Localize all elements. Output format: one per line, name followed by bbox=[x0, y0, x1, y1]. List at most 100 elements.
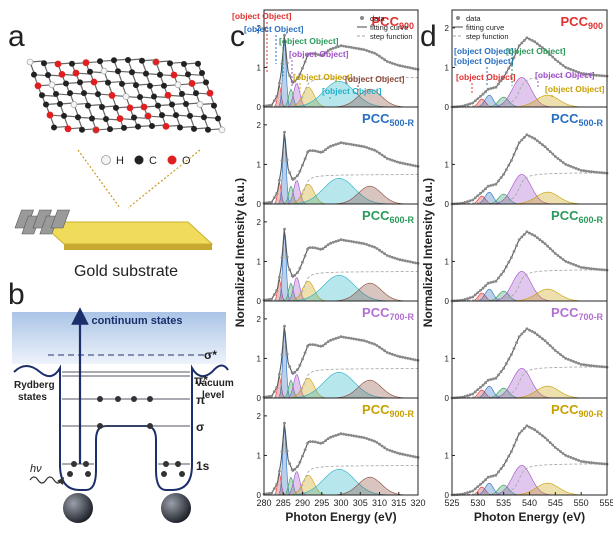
y-tick-label: 0 bbox=[445, 491, 450, 500]
peak-annotation: [object Object] bbox=[456, 72, 516, 82]
data-point bbox=[471, 295, 475, 299]
data-point bbox=[308, 246, 312, 250]
data-point bbox=[484, 187, 487, 191]
data-point bbox=[530, 136, 534, 139]
data-point bbox=[403, 65, 407, 69]
data-point bbox=[494, 279, 498, 283]
data-point bbox=[283, 227, 286, 231]
data-point bbox=[267, 104, 271, 107]
data-point bbox=[479, 483, 482, 486]
data-point bbox=[306, 53, 309, 57]
data-point bbox=[344, 336, 348, 339]
data-point bbox=[510, 159, 513, 162]
data-point bbox=[293, 273, 297, 277]
carbon-atom-icon bbox=[43, 101, 49, 108]
data-point bbox=[390, 352, 394, 356]
data-point bbox=[293, 79, 297, 83]
data-point bbox=[507, 163, 511, 167]
data-point bbox=[595, 461, 599, 465]
sample-name: PCC bbox=[551, 305, 579, 320]
carbon-atom-icon bbox=[143, 70, 149, 77]
peak-annotation: [object Object] bbox=[454, 46, 514, 56]
y-tick-label: 0 bbox=[257, 103, 262, 112]
electron-icon bbox=[147, 396, 153, 402]
carbon-atom-icon bbox=[45, 71, 51, 78]
x-axis-label: Photon Energy (eV) bbox=[474, 510, 585, 524]
carbon-atom-icon bbox=[173, 112, 179, 119]
data-point bbox=[546, 50, 549, 54]
data-point bbox=[538, 335, 542, 339]
data-point bbox=[572, 263, 575, 266]
data-point bbox=[572, 457, 575, 460]
data-point bbox=[270, 394, 274, 398]
carbon-atom-icon bbox=[177, 124, 183, 131]
carbon-atom-icon bbox=[81, 90, 87, 97]
carbon-atom-icon bbox=[133, 82, 139, 89]
data-point bbox=[396, 160, 399, 164]
data-point bbox=[326, 340, 330, 343]
data-point bbox=[551, 152, 555, 156]
data-point bbox=[303, 157, 307, 161]
data-point bbox=[298, 460, 302, 464]
data-point bbox=[476, 291, 480, 294]
data-point bbox=[396, 354, 399, 358]
data-point bbox=[556, 351, 560, 354]
data-point bbox=[535, 236, 539, 240]
sample-subscript: 600-R bbox=[578, 215, 603, 225]
data-point bbox=[308, 52, 312, 55]
data-point bbox=[538, 238, 542, 242]
data-point bbox=[510, 256, 513, 259]
carbon-atom-icon bbox=[149, 123, 155, 130]
data-point bbox=[468, 199, 472, 203]
electron-markers bbox=[67, 396, 185, 477]
data-point bbox=[283, 421, 286, 425]
data-point bbox=[319, 344, 322, 348]
data-point bbox=[406, 453, 410, 457]
data-point bbox=[362, 48, 366, 51]
data-point bbox=[280, 353, 284, 356]
data-point bbox=[326, 243, 330, 247]
data-point bbox=[352, 337, 356, 341]
data-point bbox=[380, 250, 384, 254]
data-point bbox=[595, 73, 599, 77]
data-point bbox=[528, 37, 531, 41]
data-point bbox=[296, 465, 299, 468]
data-point bbox=[321, 53, 325, 56]
data-point bbox=[473, 293, 477, 297]
data-point bbox=[494, 85, 498, 89]
data-point bbox=[520, 429, 524, 433]
data-point bbox=[595, 170, 599, 174]
data-point bbox=[311, 246, 315, 250]
data-point bbox=[566, 455, 570, 458]
data-point bbox=[597, 462, 601, 465]
data-point bbox=[331, 46, 335, 50]
data-point bbox=[296, 368, 299, 371]
data-point bbox=[316, 150, 320, 154]
data-point bbox=[569, 456, 573, 459]
carbon-atom-icon bbox=[61, 112, 67, 119]
data-point bbox=[566, 358, 570, 361]
data-point bbox=[339, 238, 343, 242]
carbon-atom-icon bbox=[183, 101, 189, 108]
data-point bbox=[525, 230, 529, 234]
data-point bbox=[595, 364, 599, 368]
data-point bbox=[362, 339, 366, 342]
chart-row-4: 0 1 2 PCC900-R bbox=[257, 397, 420, 500]
oxygen-atom-icon bbox=[54, 60, 62, 68]
chart-row-3: 0 1 PCC700-R bbox=[445, 300, 609, 403]
data-point bbox=[510, 450, 513, 453]
data-point bbox=[385, 351, 389, 354]
data-point bbox=[393, 353, 397, 357]
data-point bbox=[512, 347, 516, 350]
electron-icon bbox=[97, 423, 103, 429]
data-point bbox=[502, 366, 506, 370]
data-point bbox=[520, 235, 524, 239]
fit-peak-3 bbox=[452, 464, 607, 496]
atom-core-right-icon bbox=[161, 493, 191, 523]
carbon-atom-icon bbox=[67, 90, 73, 97]
x-tick-label: 530 bbox=[470, 498, 485, 508]
carbon-atom-icon bbox=[134, 155, 144, 165]
data-point bbox=[597, 268, 601, 271]
data-point bbox=[572, 166, 575, 169]
fit-peak-3 bbox=[452, 367, 607, 399]
